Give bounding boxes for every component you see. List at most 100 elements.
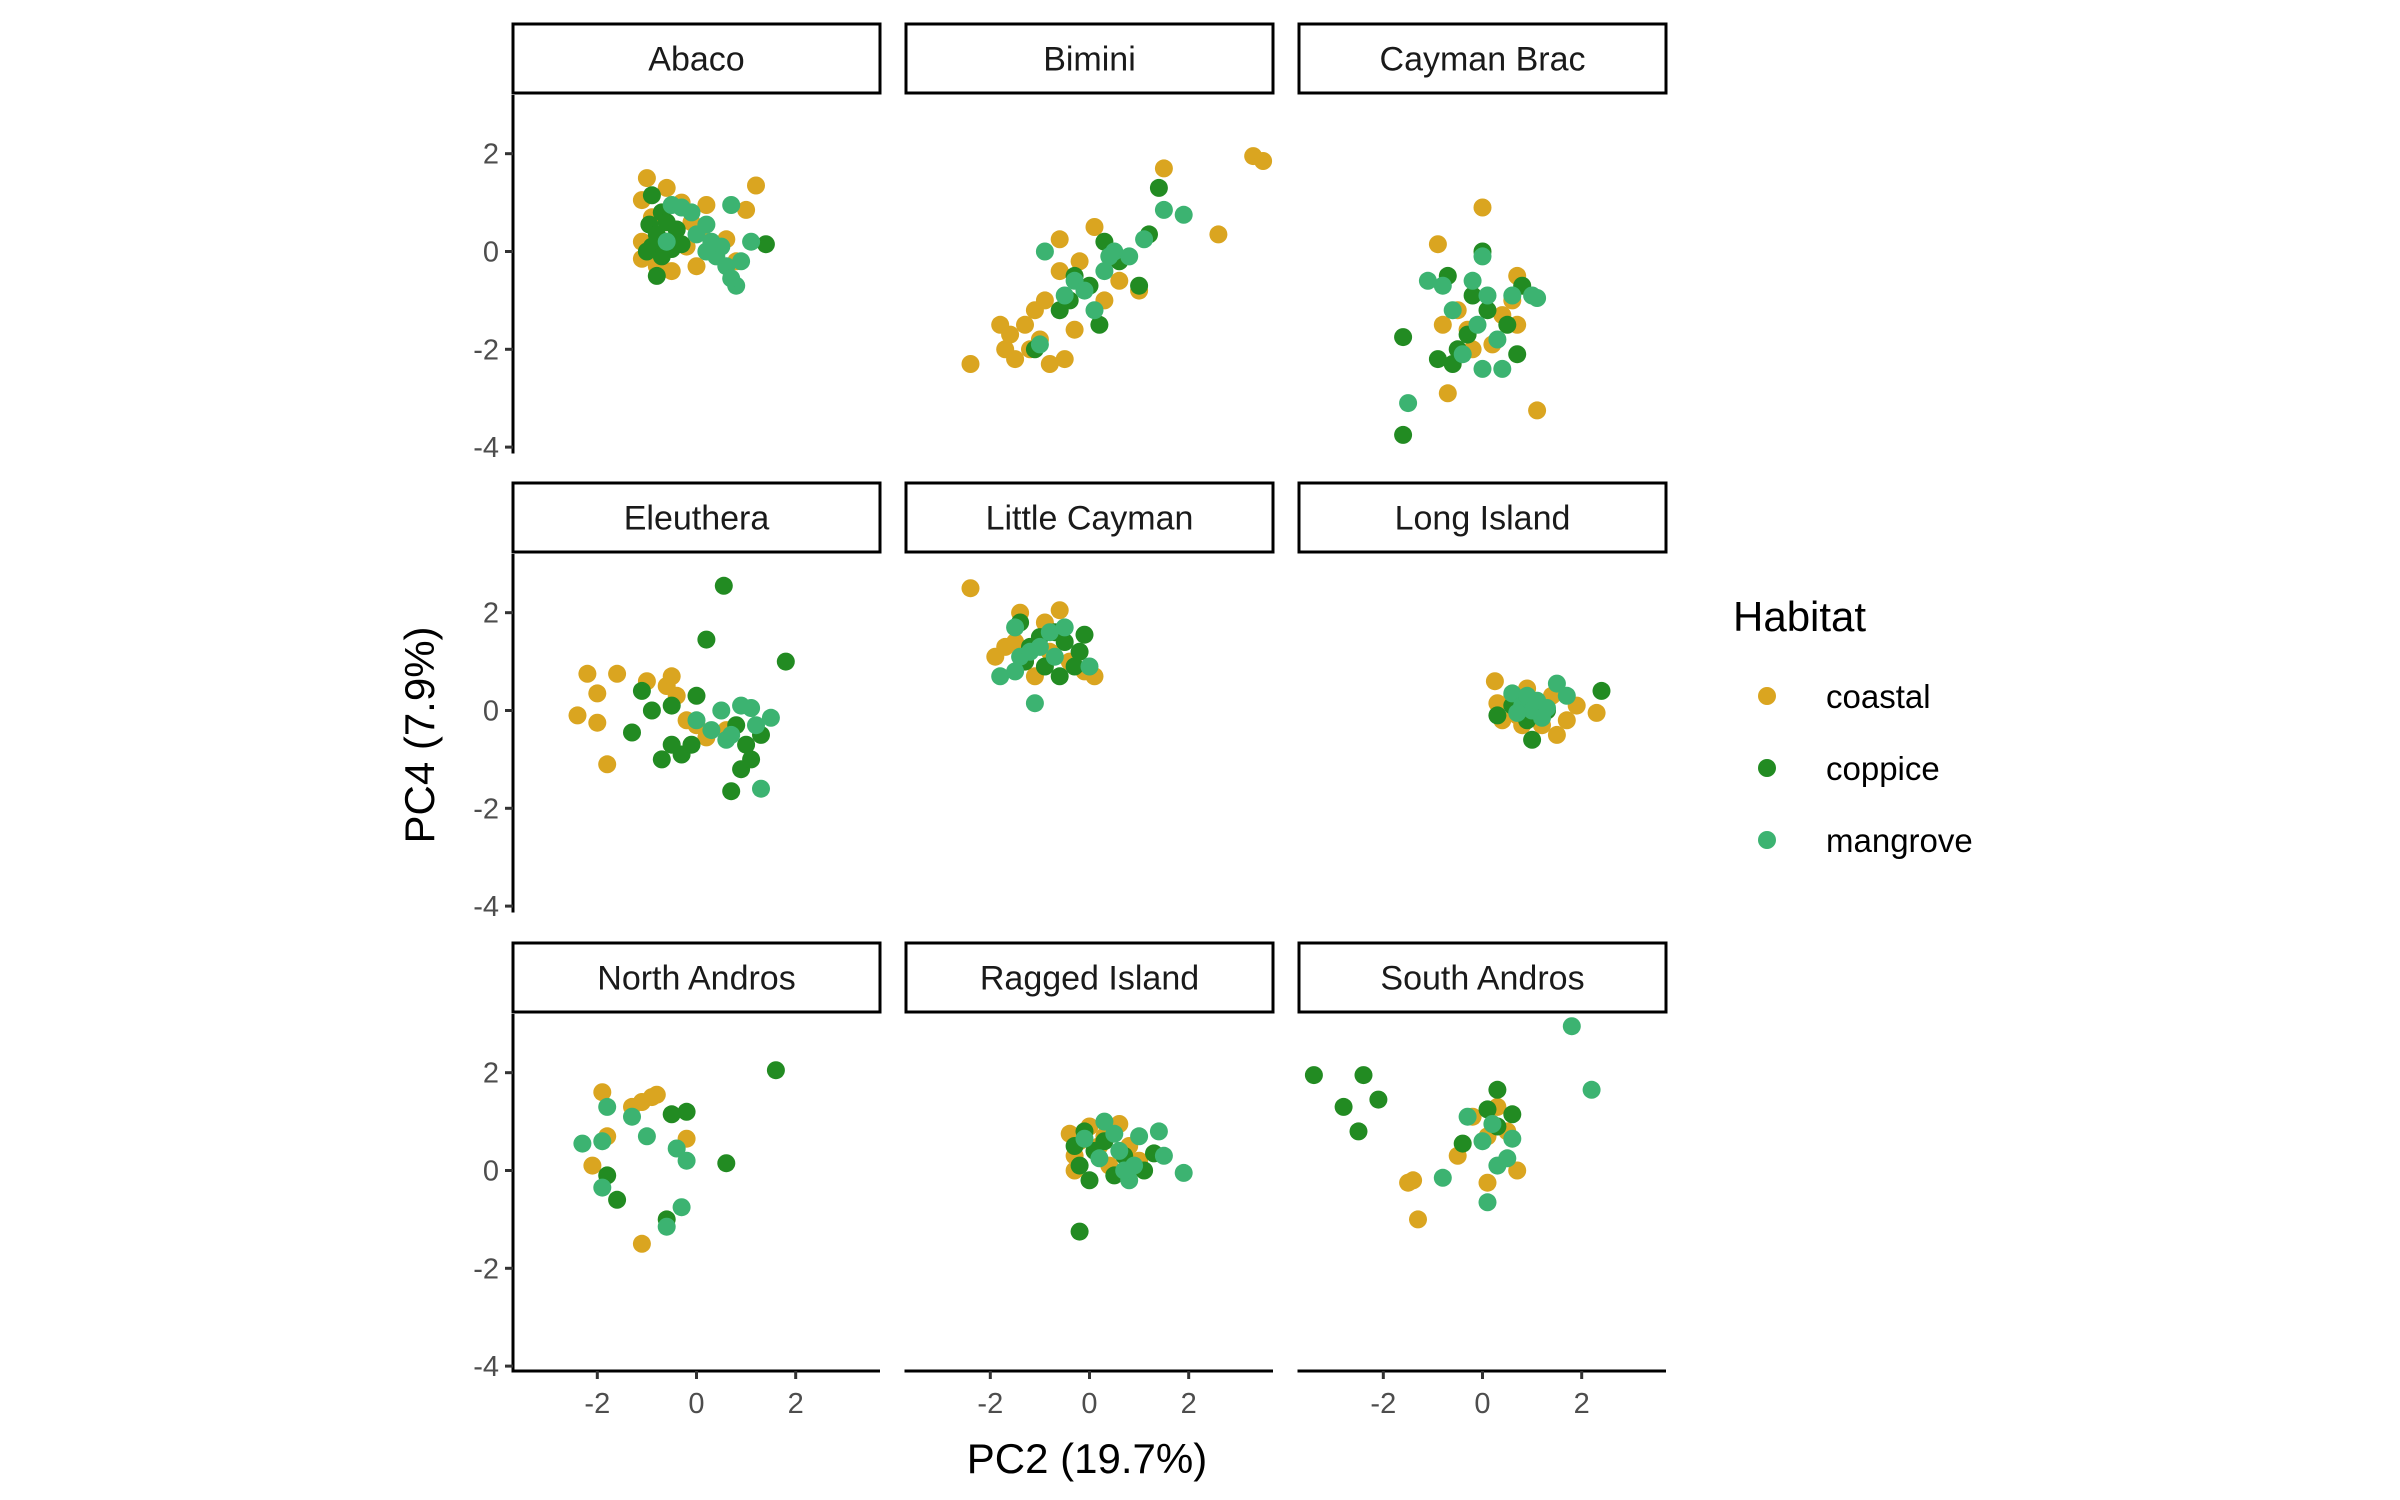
data-point: [1065, 657, 1084, 676]
x-tick-label: 0: [688, 1388, 704, 1420]
data-point: [1090, 315, 1109, 334]
data-point: [642, 701, 661, 720]
data-point: [1508, 703, 1527, 722]
data-point: [722, 782, 741, 801]
facet-panel: Little Cayman: [904, 481, 1275, 713]
data-point: [1035, 291, 1054, 310]
data-point: [652, 750, 671, 769]
facet-strip-label: Cayman Brac: [1380, 41, 1586, 79]
data-point: [717, 730, 736, 749]
y-tick-label: -4: [473, 432, 499, 464]
y-tick-label: -2: [473, 793, 499, 825]
y-tick-label: 2: [483, 1058, 499, 1090]
data-point: [742, 750, 761, 769]
data-point: [593, 1132, 612, 1151]
data-point: [1050, 230, 1069, 249]
data-point: [583, 1156, 602, 1175]
data-point: [1030, 637, 1049, 656]
x-tick-label: 2: [788, 1388, 804, 1420]
data-point: [1528, 401, 1547, 420]
x-tick-label: 0: [1081, 1388, 1097, 1420]
data-point: [1006, 618, 1025, 637]
data-point: [722, 269, 741, 288]
x-tick-label: 2: [1181, 1388, 1197, 1420]
data-point: [1001, 325, 1020, 344]
data-point: [578, 664, 597, 683]
data-point: [1130, 1127, 1149, 1146]
data-point: [714, 576, 733, 595]
axes-layer: -4 -2 0 2 -4 -2 0 2 -4 -2 0 2 -2 0 2 -2 0 2 -2 0 2: [473, 95, 1666, 1420]
data-point: [1547, 674, 1566, 693]
data-point: [623, 1107, 641, 1126]
x-tick-label: -2: [977, 1388, 1003, 1420]
data-point: [1050, 262, 1069, 281]
y-tick-label: -4: [473, 891, 499, 923]
facet-strip: [1297, 481, 1668, 554]
data-point: [632, 681, 651, 700]
data-point: [662, 696, 681, 715]
data-point: [756, 235, 775, 254]
data-point: [1438, 384, 1457, 403]
data-point: [1349, 1122, 1368, 1141]
data-point: [1478, 286, 1497, 305]
facet-strip-label: Eleuthera: [624, 500, 770, 538]
data-point: [1433, 315, 1452, 334]
data-point: [1254, 152, 1273, 170]
data-point: [1523, 730, 1542, 749]
data-point: [1016, 315, 1034, 334]
data-point: [1557, 711, 1576, 730]
data-point: [677, 1102, 696, 1121]
data-point: [593, 1083, 612, 1102]
data-point: [1433, 1168, 1452, 1187]
data-point: [1006, 350, 1025, 369]
data-point: [1528, 289, 1547, 307]
facet-strip-label: Long Island: [1395, 500, 1571, 538]
y-axis-title: PC4 (7.9%): [396, 626, 443, 843]
data-point: [657, 178, 676, 197]
data-point: [598, 755, 617, 774]
data-point: [702, 721, 721, 740]
data-point: [1334, 1097, 1353, 1116]
data-point: [1557, 686, 1576, 705]
data-point: [961, 355, 980, 373]
facet-strip-label: Little Cayman: [986, 500, 1194, 538]
facet-strip: [904, 22, 1275, 95]
data-point: [766, 1061, 785, 1080]
data-point: [588, 684, 607, 703]
data-point: [687, 257, 706, 276]
data-point: [712, 701, 731, 720]
data-point: [1483, 1115, 1502, 1133]
data-point: [1463, 286, 1482, 305]
data-point: [1154, 1146, 1173, 1165]
x-tick-label: -2: [1370, 1388, 1396, 1420]
facet-panel: North Andros: [511, 941, 882, 1253]
data-point: [1503, 1105, 1522, 1124]
data-point: [1080, 657, 1099, 676]
data-point: [1149, 1122, 1168, 1141]
data-point: [1508, 345, 1527, 364]
data-point: [1070, 1222, 1089, 1241]
facet-panel: Eleuthera: [511, 481, 882, 801]
data-point: [1025, 694, 1044, 713]
data-point: [1493, 359, 1512, 378]
data-point: [687, 686, 706, 705]
data-point: [1547, 725, 1566, 744]
data-point: [1080, 1171, 1099, 1190]
data-point: [1473, 1132, 1492, 1151]
data-point: [1154, 159, 1173, 178]
data-point: [647, 1085, 666, 1104]
data-point: [776, 652, 795, 671]
data-point: [1085, 301, 1104, 320]
data-point: [742, 699, 761, 717]
data-point: [1473, 198, 1492, 217]
data-point: [1085, 218, 1104, 236]
data-point: [1498, 315, 1517, 334]
data-point: [1030, 335, 1049, 354]
data-point: [1115, 1161, 1134, 1180]
data-point: [608, 1190, 627, 1209]
y-tick-label: 0: [483, 695, 499, 727]
data-point: [1174, 205, 1193, 224]
data-point: [1478, 301, 1497, 320]
data-point: [1095, 1112, 1114, 1131]
data-point: [608, 664, 627, 683]
